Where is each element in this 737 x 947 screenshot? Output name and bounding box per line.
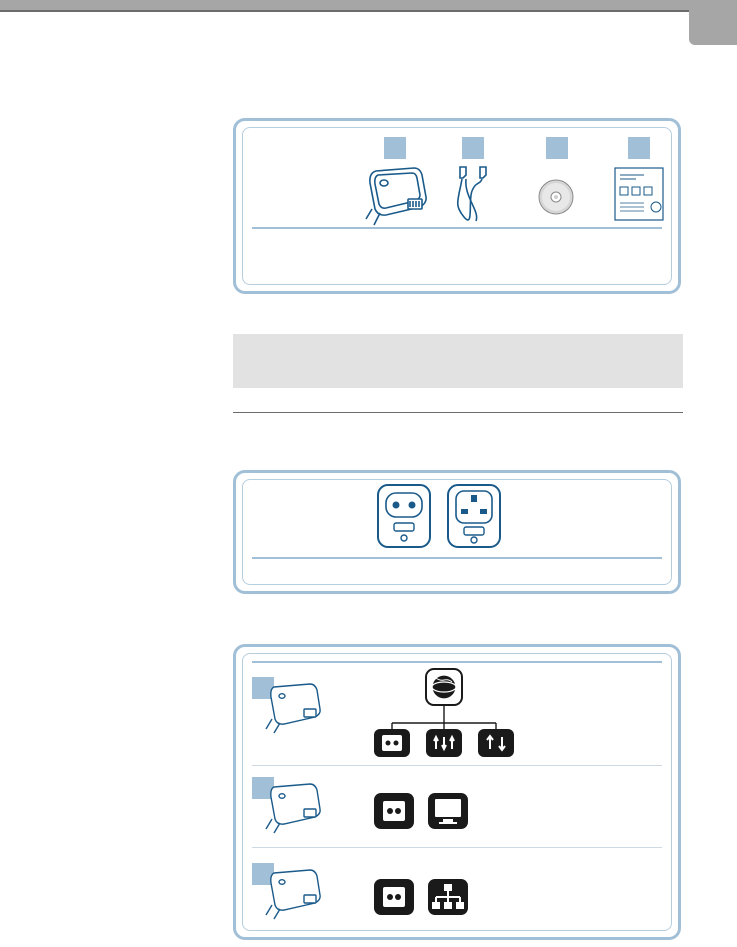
- package-contents-card: [233, 118, 681, 294]
- adapter-mini-icon: [260, 867, 328, 921]
- cd-icon: [536, 177, 576, 217]
- adapter-mini-icon: [260, 781, 328, 835]
- num-box-icon: [546, 137, 568, 159]
- num-box-icon: [462, 137, 484, 159]
- scenario-row-2: [252, 771, 662, 845]
- note-box: [233, 334, 683, 388]
- top-bar: [0, 0, 737, 12]
- plug-and-monitor-icon: [374, 793, 484, 833]
- eu-socket-icon: [376, 483, 432, 549]
- plug-and-network-icon: [374, 879, 484, 919]
- card-divider: [252, 227, 662, 229]
- card-divider: [252, 661, 662, 663]
- scenario-row-3: [252, 857, 662, 931]
- leaflet-icon: [614, 167, 664, 221]
- card-divider: [252, 557, 662, 559]
- hairline-divider: [233, 412, 683, 413]
- adapter-mini-icon: [260, 681, 328, 735]
- card-divider: [252, 847, 662, 848]
- card-divider: [252, 765, 662, 766]
- scenario-row-1: [252, 671, 662, 763]
- adapter-device-icon: [356, 163, 434, 231]
- globe-to-devices-icon: [364, 665, 524, 757]
- page-number-tab: [689, 10, 737, 45]
- ethernet-cable-icon: [450, 161, 494, 233]
- socket-variants-card: [233, 470, 681, 594]
- setup-scenarios-card: [233, 644, 681, 940]
- uk-socket-icon: [446, 483, 502, 549]
- num-box-icon: [628, 137, 650, 159]
- num-box-icon: [384, 137, 406, 159]
